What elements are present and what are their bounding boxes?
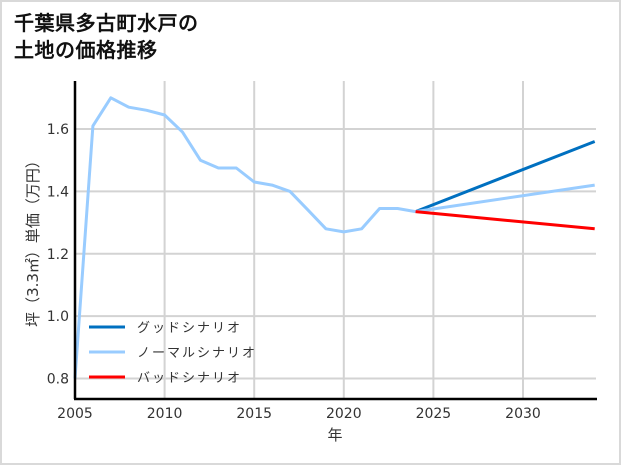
y-tick-label: 0.8 bbox=[47, 372, 69, 388]
series-line bbox=[73, 96, 416, 379]
legend-label: ノーマルシナリオ bbox=[137, 346, 257, 361]
x-tick-labels: 2005 2010 2015 2020 2025 2030 bbox=[57, 406, 541, 422]
series-line bbox=[415, 183, 595, 214]
y-tick-label: 1.2 bbox=[47, 247, 69, 263]
title-line-1: 千葉県多古町水戸の bbox=[14, 11, 199, 35]
y-tick-label: 1.0 bbox=[47, 309, 69, 325]
x-tick-label: 2025 bbox=[416, 406, 452, 422]
legend-label: グッドシナリオ bbox=[137, 321, 242, 336]
data-series bbox=[73, 96, 596, 379]
chart-title: 千葉県多古町水戸の 土地の価格推移 bbox=[14, 10, 199, 64]
y-tick-label: 1.6 bbox=[47, 122, 69, 138]
x-tick-label: 2020 bbox=[326, 406, 362, 422]
y-tick-label: 1.4 bbox=[47, 184, 69, 200]
x-axis-label: 年 bbox=[327, 426, 342, 444]
legend-label: バッドシナリオ bbox=[137, 371, 242, 386]
x-tick-label: 2010 bbox=[147, 406, 183, 422]
y-axis-label: 坪（3.3㎡）単価（万円） bbox=[24, 153, 42, 327]
title-line-2: 土地の価格推移 bbox=[14, 38, 158, 62]
axes bbox=[73, 81, 597, 401]
x-tick-label: 2015 bbox=[236, 406, 272, 422]
x-tick-label: 2005 bbox=[57, 406, 93, 422]
x-tick-label: 2030 bbox=[505, 406, 541, 422]
series-line bbox=[414, 140, 596, 213]
y-tick-labels: 0.8 1.0 1.2 1.4 1.6 bbox=[47, 122, 69, 388]
series-line bbox=[415, 210, 595, 231]
